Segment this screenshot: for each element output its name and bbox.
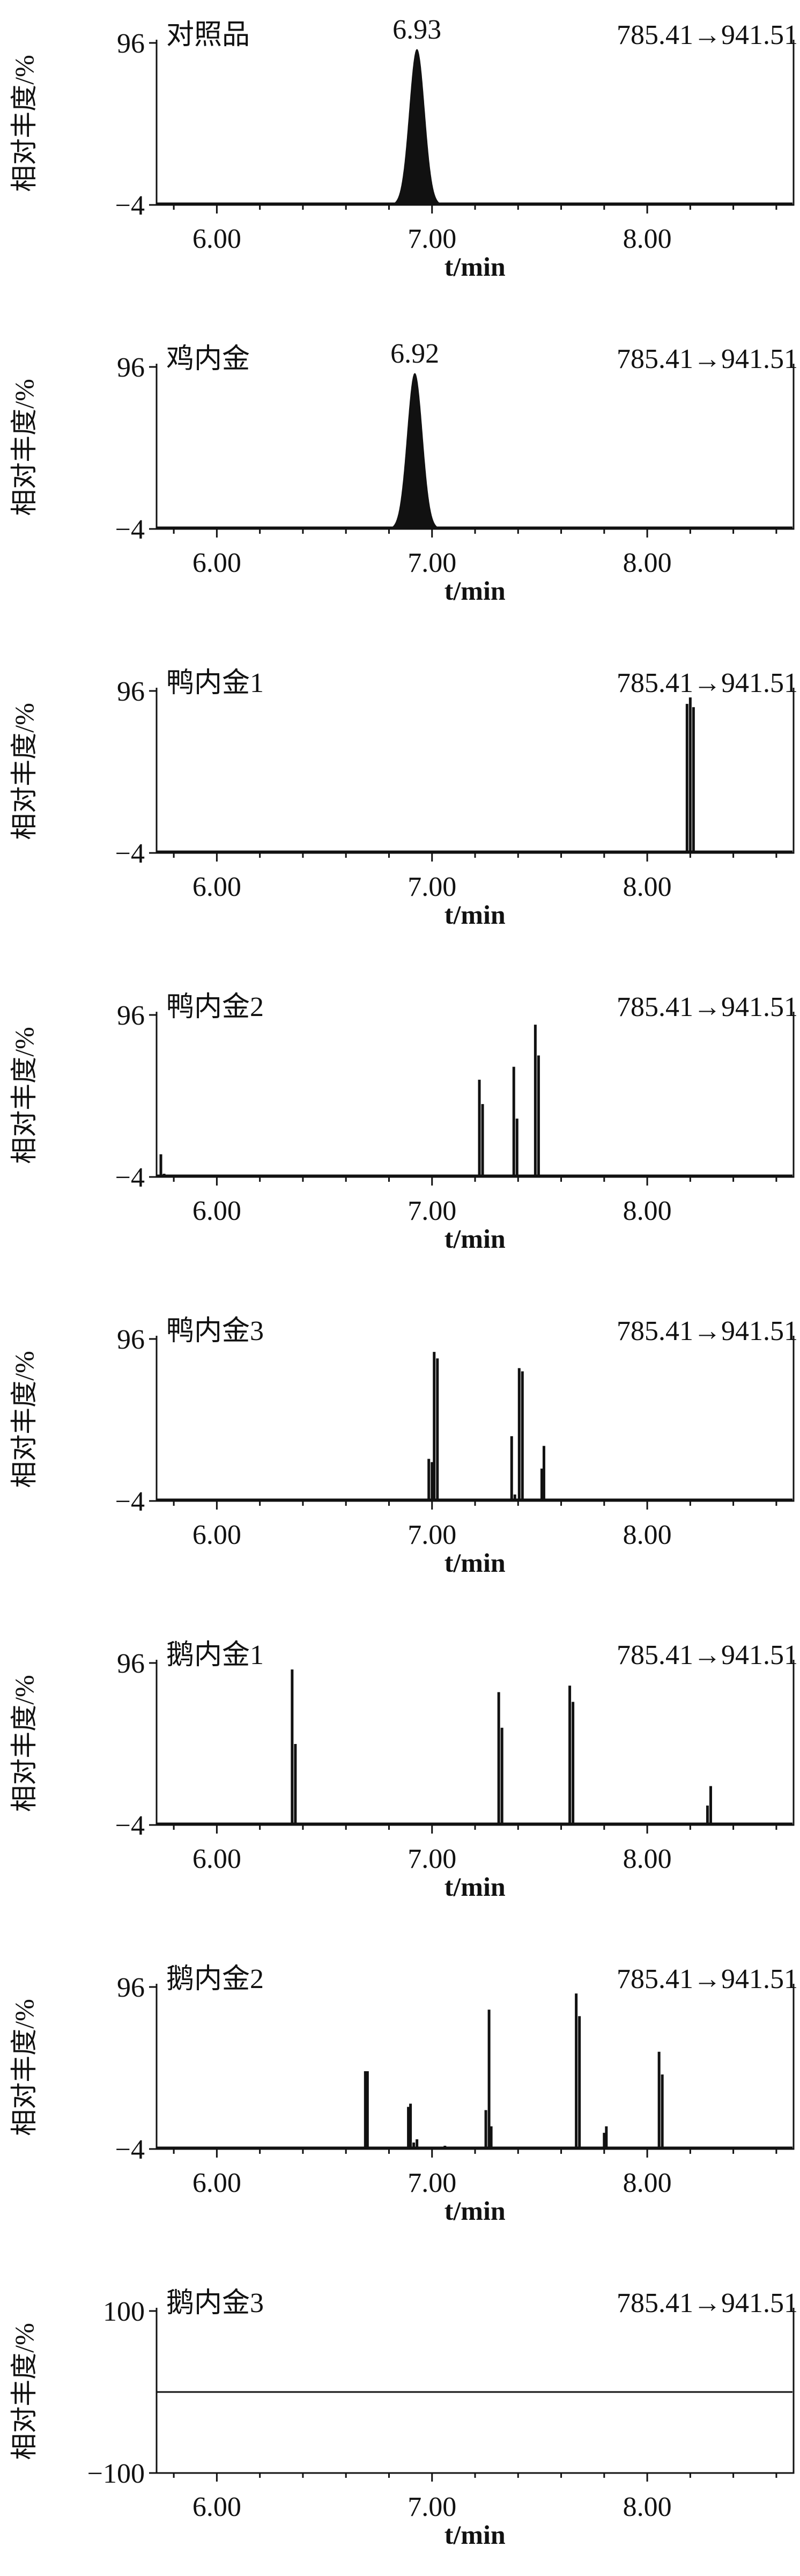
chromatogram-panel-4: 96 −4 6.00 7.00 8.00 t/min 相对丰度/% 鸭内金2 785.41→94… <box>9 992 798 1254</box>
x-tick-label: 8.00 <box>623 1196 672 1226</box>
axes-frame <box>155 1336 795 1502</box>
x-tick-label: 6.00 <box>192 872 241 902</box>
axes-frame <box>155 364 795 530</box>
x-axis-label: t/min <box>445 1872 506 1902</box>
transition-label: 785.41→941.51 <box>617 344 798 374</box>
sample-title: 鹅内金3 <box>166 2288 264 2319</box>
y-axis-label: 相对丰度/% <box>9 703 39 840</box>
y-tick-label: −4 <box>115 2135 145 2165</box>
chromatogram-panel-2: 96 −4 6.00 7.00 8.00 t/min 相对丰度/% 鸡内金 785.41→941… <box>9 338 798 606</box>
y-axis-label: 相对丰度/% <box>9 1999 39 2136</box>
chromatogram-panel-5: 96 −4 6.00 7.00 8.00 t/min 相对丰度/% 鸭内金3 785.41→94… <box>9 1316 798 1578</box>
x-tick-label: 8.00 <box>623 872 672 902</box>
x-tick-label: 8.00 <box>623 1844 672 1874</box>
sample-title: 鹅内金1 <box>166 1640 264 1670</box>
peak-rt-label: 6.92 <box>390 338 439 369</box>
sample-title: 鸭内金1 <box>166 668 264 698</box>
transition-label: 785.41→941.51 <box>617 2288 798 2319</box>
x-axis-label: t/min <box>445 576 506 606</box>
y-axis-label: 相对丰度/% <box>9 55 39 192</box>
axes-frame <box>155 1012 795 1178</box>
y-axis-label: 相对丰度/% <box>9 379 39 516</box>
x-tick-label: 7.00 <box>408 2492 456 2522</box>
chromatogram-panel-6: 96 −4 6.00 7.00 8.00 t/min 相对丰度/% 鹅内金1 785.41→94… <box>9 1640 798 1902</box>
x-tick-label: 8.00 <box>623 548 672 578</box>
y-tick-label: −4 <box>115 190 145 221</box>
y-axis-label: 相对丰度/% <box>9 1675 39 1812</box>
x-tick-label: 7.00 <box>408 872 456 902</box>
x-tick-label: 8.00 <box>623 2168 672 2198</box>
x-tick-label: 6.00 <box>192 1520 241 1550</box>
y-tick-label: −100 <box>87 2459 145 2489</box>
sample-title: 鸭内金3 <box>166 1316 264 1346</box>
transition-label: 785.41→941.51 <box>617 668 798 698</box>
x-tick-label: 7.00 <box>408 1520 456 1550</box>
transition-label: 785.41→941.51 <box>617 992 798 1022</box>
transition-label: 785.41→941.51 <box>617 20 798 50</box>
x-tick-label: 6.00 <box>192 1196 241 1226</box>
chromatogram-panel-1: 96 −4 6.00 7.00 8.00 t/min 相对丰度/% 对照品 785.41→941… <box>9 14 798 282</box>
x-tick-label: 7.00 <box>408 224 456 254</box>
x-tick-label: 7.00 <box>408 1844 456 1874</box>
y-axis-label: 相对丰度/% <box>9 1351 39 1488</box>
y-tick-label: 96 <box>117 676 145 707</box>
y-axis-label: 相对丰度/% <box>9 1027 39 1164</box>
y-tick-label: −4 <box>115 514 145 545</box>
y-tick-label: 96 <box>117 352 145 383</box>
y-tick-label: 96 <box>117 1648 145 1679</box>
axes-frame <box>155 688 795 854</box>
x-tick-label: 7.00 <box>408 548 456 578</box>
x-tick-label: 6.00 <box>192 548 241 578</box>
chromatogram-panel-3: 96 −4 6.00 7.00 8.00 t/min 相对丰度/% 鸭内金1 785.41→94… <box>9 668 798 930</box>
y-tick-label: −4 <box>115 1810 145 1841</box>
x-axis-label: t/min <box>445 1224 506 1254</box>
y-tick-label: 96 <box>117 1000 145 1031</box>
chromatogram-peak <box>386 49 448 205</box>
chromatogram-panel-8: 100 −100 6.00 7.00 8.00 t/min 相对丰度/% 鹅内金3 785.41… <box>9 2288 798 2550</box>
chromatogram-panel-7: 96 −4 6.00 7.00 8.00 t/min 相对丰度/% 鹅内金2 785.41→94… <box>9 1964 798 2226</box>
sample-title: 对照品 <box>166 20 250 50</box>
y-tick-label: −4 <box>115 838 145 869</box>
x-axis-label: t/min <box>445 900 506 930</box>
transition-label: 785.41→941.51 <box>617 1640 798 1670</box>
x-tick-label: 7.00 <box>408 2168 456 2198</box>
x-axis-label: t/min <box>445 252 506 282</box>
x-axis-label: t/min <box>445 1548 506 1578</box>
y-tick-label: 96 <box>117 1324 145 1355</box>
y-axis-label: 相对丰度/% <box>9 2323 39 2460</box>
transition-label: 785.41→941.51 <box>617 1316 798 1346</box>
x-tick-label: 8.00 <box>623 2492 672 2522</box>
x-tick-label: 6.00 <box>192 224 241 254</box>
y-tick-label: 96 <box>117 1973 145 2003</box>
y-tick-label: 100 <box>103 2297 145 2327</box>
x-tick-label: 7.00 <box>408 1196 456 1226</box>
sample-title: 鸭内金2 <box>166 992 264 1022</box>
y-tick-label: 96 <box>117 28 145 59</box>
axes-frame <box>155 2308 795 2474</box>
x-tick-label: 8.00 <box>623 1520 672 1550</box>
x-axis-label: t/min <box>445 2196 506 2226</box>
axes-frame <box>155 1660 795 1826</box>
sample-title: 鸡内金 <box>166 344 250 374</box>
y-tick-label: −4 <box>115 1162 145 1193</box>
chromatogram-peak <box>384 373 446 529</box>
axes-frame <box>155 1984 795 2150</box>
x-tick-label: 6.00 <box>192 2492 241 2522</box>
x-tick-label: 6.00 <box>192 1844 241 1874</box>
sample-title: 鹅内金2 <box>166 1964 264 1994</box>
x-tick-label: 8.00 <box>623 224 672 254</box>
peak-rt-label: 6.93 <box>392 14 441 45</box>
x-tick-label: 6.00 <box>192 2168 241 2198</box>
transition-label: 785.41→941.51 <box>617 1964 798 1994</box>
y-tick-label: −4 <box>115 1486 145 1517</box>
x-axis-label: t/min <box>445 2520 506 2550</box>
axes-frame <box>155 40 795 206</box>
